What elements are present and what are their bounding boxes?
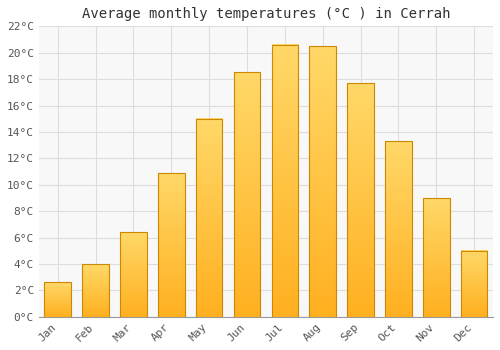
Bar [310,46,336,317]
Bar [82,264,109,317]
Bar [158,173,184,317]
Bar [348,83,374,317]
Bar [423,198,450,317]
Bar [461,251,487,317]
Bar [44,282,71,317]
Bar [234,72,260,317]
Bar [196,119,222,317]
Bar [385,141,411,317]
Title: Average monthly temperatures (°C ) in Cerrah: Average monthly temperatures (°C ) in Ce… [82,7,450,21]
Bar [120,232,146,317]
Bar [272,45,298,317]
